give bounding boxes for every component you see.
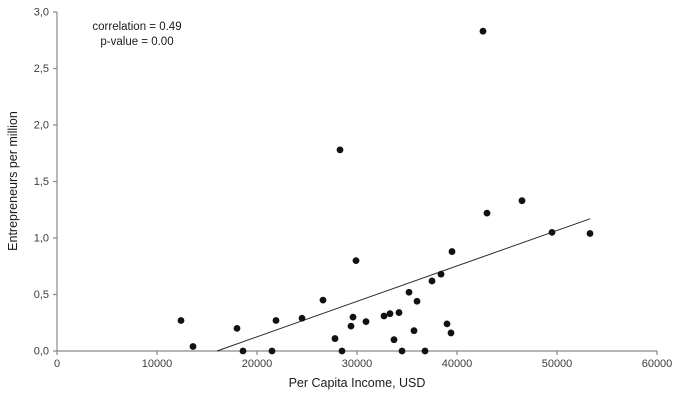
data-point (428, 277, 436, 285)
data-point (421, 347, 429, 355)
x-tick-label: 0 (54, 358, 60, 370)
data-point (483, 209, 491, 217)
x-tick-label: 60000 (642, 358, 673, 370)
data-point (586, 230, 594, 237)
y-tick-label: 1,5 (34, 176, 49, 188)
data-point (395, 309, 403, 316)
data-point (319, 296, 327, 304)
correlation-text: correlation = 0.49 (92, 21, 182, 33)
x-tick-label: 20000 (242, 358, 273, 370)
data-point (177, 317, 185, 324)
trend-line (216, 218, 591, 352)
data-point (405, 288, 413, 296)
data-point (518, 197, 526, 205)
y-tick-label: 0,5 (34, 289, 49, 301)
data-point (336, 146, 344, 154)
data-point (362, 318, 370, 326)
x-tick-label: 30000 (342, 358, 373, 370)
pvalue-text: p-value = 0.00 (100, 35, 174, 48)
data-point (331, 335, 339, 342)
x-tick-label: 40000 (442, 358, 473, 370)
data-point (386, 310, 394, 318)
y-tick-label: 2,5 (34, 63, 49, 75)
data-point (268, 347, 276, 355)
data-point (338, 347, 346, 355)
data-point (189, 343, 197, 350)
y-tick-label: 0,0 (34, 346, 49, 358)
data-point (272, 317, 280, 324)
data-point (347, 322, 355, 330)
data-point (437, 270, 445, 278)
data-point (352, 257, 360, 264)
stats-annotation: correlation = 0.49 p-value = 0.00 (62, 20, 212, 49)
x-tick-label: 50000 (542, 358, 573, 370)
data-point (410, 327, 418, 335)
data-point (447, 329, 455, 337)
data-point (298, 314, 306, 322)
y-tick-label: 1,0 (34, 233, 49, 245)
x-tick-label: 10000 (142, 358, 173, 370)
data-point (380, 312, 388, 320)
data-point (390, 336, 398, 344)
data-point (398, 347, 406, 355)
x-axis-title: Per Capita Income, USD (288, 376, 426, 390)
data-point (443, 320, 451, 328)
data-point (448, 248, 456, 255)
y-tick-label: 3,0 (34, 7, 49, 19)
data-point (233, 325, 241, 332)
y-tick-label: 2,0 (34, 120, 49, 132)
data-point (413, 297, 421, 305)
data-point (239, 347, 247, 355)
y-axis-title: Entrepreneurs per million (6, 111, 20, 251)
data-point (349, 313, 357, 321)
data-point (548, 228, 556, 236)
data-point (479, 27, 487, 35)
